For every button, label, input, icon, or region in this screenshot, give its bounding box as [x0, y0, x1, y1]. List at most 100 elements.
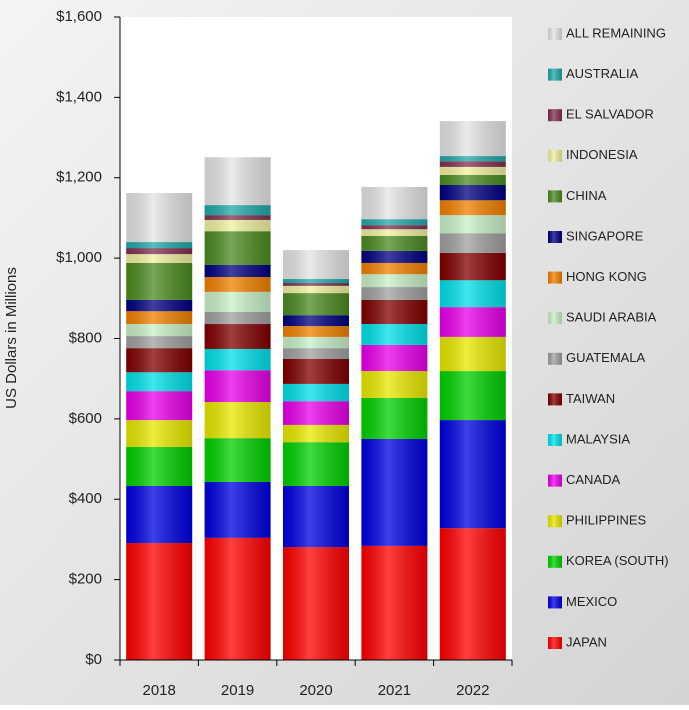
- bar-shine: [283, 348, 349, 359]
- x-tick-label: 2022: [456, 682, 489, 699]
- bar-shine: [283, 547, 349, 660]
- bar-shine: [439, 121, 506, 157]
- bar-shine: [204, 264, 271, 278]
- bar-shine: [283, 442, 349, 486]
- legend-label: EL SALVADOR: [566, 107, 654, 122]
- bar-shine: [439, 184, 506, 201]
- bar-shine: [126, 324, 193, 337]
- legend-swatch-shine: [548, 637, 562, 649]
- bar-shine: [361, 274, 428, 288]
- bar-shine: [439, 215, 506, 234]
- bar-shine: [439, 528, 506, 660]
- bar-shine: [283, 336, 349, 349]
- legend-label: PHILIPPINES: [566, 513, 647, 528]
- bar-shine: [283, 326, 349, 337]
- y-tick-label: $400: [69, 490, 102, 507]
- bar-shine: [361, 186, 428, 220]
- bar-shine: [283, 383, 349, 402]
- y-tick-label: $800: [69, 329, 102, 346]
- bar-shine: [439, 280, 506, 308]
- bar-shine: [126, 348, 193, 373]
- legend-label: CANADA: [566, 472, 621, 487]
- legend-label: JAPAN: [566, 634, 607, 649]
- y-tick-label: $200: [69, 571, 102, 588]
- bar-shine: [361, 229, 428, 237]
- bar-shine: [439, 161, 506, 167]
- bar-shine: [283, 401, 349, 425]
- bar-shine: [361, 287, 428, 300]
- bar-shine: [126, 336, 193, 349]
- x-tick-label: 2020: [299, 682, 332, 699]
- bar-shine: [204, 401, 271, 439]
- bar-shine: [439, 166, 506, 175]
- y-tick-label: $1,600: [56, 8, 102, 25]
- bar-shine: [126, 447, 193, 486]
- bar-shine: [361, 236, 428, 251]
- bar-shine: [361, 225, 428, 230]
- legend-label: GUATEMALA: [566, 350, 646, 365]
- bar-shine: [204, 215, 271, 220]
- bar-shine: [204, 438, 271, 482]
- bar-shine: [204, 219, 271, 232]
- legend-swatch-shine: [548, 28, 562, 40]
- bar-shine: [204, 370, 271, 402]
- legend-label: MEXICO: [566, 594, 617, 609]
- bar-shine: [204, 311, 271, 325]
- x-tick-label: 2019: [221, 682, 254, 699]
- bar-shine: [204, 231, 271, 265]
- y-tick-label: $0: [85, 651, 102, 668]
- bar-shine: [361, 545, 428, 660]
- legend-swatch-shine: [548, 312, 562, 325]
- bar-shine: [439, 371, 506, 421]
- bar-shine: [283, 293, 349, 316]
- bar-shine: [204, 348, 271, 371]
- legend-swatch-shine: [548, 68, 562, 81]
- legend-swatch-shine: [548, 434, 562, 446]
- bar-shine: [126, 242, 193, 249]
- bar-shine: [361, 250, 428, 263]
- bar-shine: [204, 324, 271, 349]
- bar-shine: [283, 358, 349, 384]
- bar-shine: [361, 397, 428, 439]
- legend-swatch-shine: [548, 109, 562, 122]
- legend-swatch-shine: [548, 231, 562, 243]
- bar-shine: [126, 372, 193, 392]
- legend-label: KOREA (SOUTH): [566, 553, 669, 568]
- bar-shine: [283, 279, 349, 284]
- legend-swatch-shine: [548, 393, 562, 406]
- bar-shine: [439, 233, 506, 253]
- bar-shine: [439, 252, 506, 281]
- legend-label: MALAYSIA: [566, 431, 630, 446]
- bar-shine: [126, 254, 193, 263]
- legend-swatch-shine: [548, 515, 562, 528]
- bar-shine: [283, 485, 349, 548]
- bar-shine: [361, 219, 428, 226]
- y-tick-label: $1,400: [56, 88, 102, 105]
- bar-shine: [204, 157, 271, 206]
- bar-shine: [361, 324, 428, 345]
- y-tick-label: $1,200: [56, 169, 102, 186]
- bar-shine: [439, 420, 506, 529]
- x-tick-label: 2018: [143, 682, 176, 699]
- legend-swatch-shine: [548, 149, 562, 162]
- bar-shine: [361, 344, 428, 372]
- bar-shine: [283, 315, 349, 327]
- bar-shine: [204, 205, 271, 216]
- bar-shine: [126, 262, 193, 300]
- legend-swatch-shine: [548, 190, 562, 203]
- bar-shine: [126, 420, 193, 448]
- bar-shine: [361, 262, 428, 275]
- bar-shine: [204, 291, 271, 312]
- y-axis-label: US Dollars in Millions: [3, 267, 20, 409]
- bar-shine: [126, 391, 193, 421]
- legend-swatch-shine: [548, 474, 562, 487]
- y-tick-label: $1,000: [56, 249, 102, 266]
- legend-label: TAIWAN: [566, 391, 615, 406]
- bar-shine: [126, 193, 193, 243]
- bar-shine: [439, 174, 506, 185]
- legend-label: CHINA: [566, 188, 607, 203]
- bar-shine: [126, 299, 193, 312]
- x-tick-label: 2021: [378, 682, 411, 699]
- bar-shine: [439, 200, 506, 216]
